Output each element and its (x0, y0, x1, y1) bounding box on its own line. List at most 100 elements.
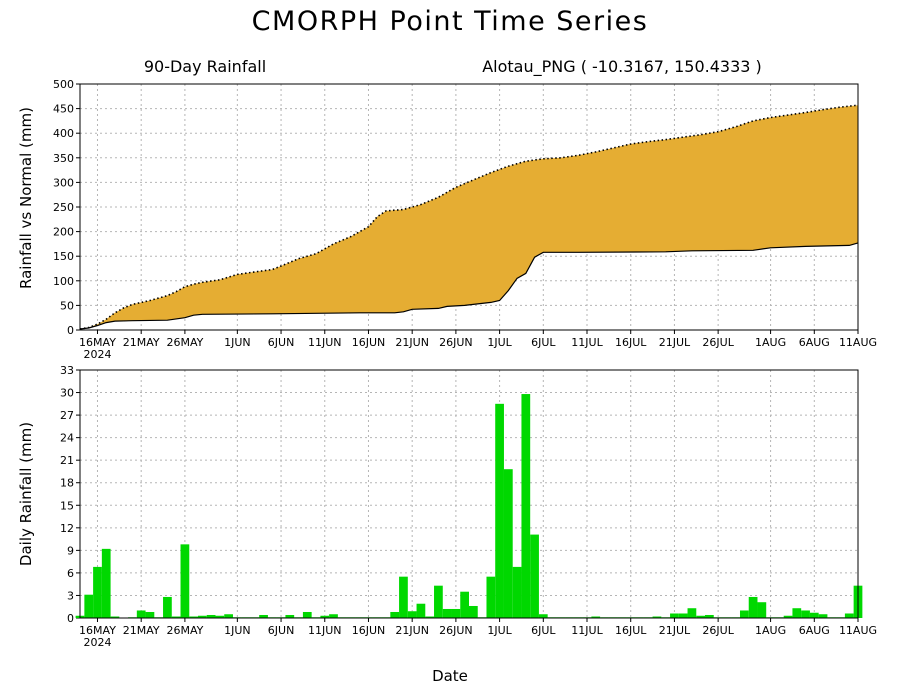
bottom-x-tick-label: 21MAY (123, 624, 160, 637)
bottom-x-tick-label: 6JUN (268, 624, 295, 637)
top-x-tick-label: 26JUL (702, 336, 734, 349)
top-x-tick-label: 16MAY (79, 336, 116, 349)
rain-bar (678, 613, 688, 618)
top-y-tick-label: 200 (53, 226, 74, 239)
rain-bar (521, 394, 531, 618)
rain-bar (416, 603, 426, 618)
rain-bar (530, 534, 539, 618)
rain-bar (670, 613, 679, 618)
top-x-tick-label: 26MAY (166, 336, 203, 349)
subtitle-right: Alotau_PNG ( -10.3167, 150.4333 ) (482, 57, 762, 77)
rain-bar (110, 616, 120, 618)
rain-bar (206, 614, 216, 618)
daily-rainfall-bars (75, 394, 863, 618)
top-x-axis: 16MAY 21MAY 26MAY 1JUN 6JUN 11JUN 16JUN 21JUN 26… (79, 330, 877, 361)
bottom-y-axis: 0 3 6 9 12 15 18 21 24 27 30 33 (60, 364, 80, 625)
top-y-axis-label: Rainfall vs Normal (mm) (17, 107, 35, 289)
bottom-y-tick-label: 9 (67, 544, 74, 557)
bottom-x-axis: 16MAY 21MAY 26MAY 1JUN 6JUN 11JUN 16JUN 21JUN 26… (79, 618, 877, 649)
top-x-tick-label: 6AUG (799, 336, 830, 349)
bottom-x-tick-label: 1AUG (755, 624, 786, 637)
top-x-tick-label: 1AUG (755, 336, 786, 349)
top-y-tick-label: 350 (53, 152, 74, 165)
rain-bar (407, 611, 417, 618)
top-x-tick-label: 26JUN (439, 336, 473, 349)
bottom-x-tick-label: 21JUL (659, 624, 691, 637)
series-line-upper (79, 104, 859, 330)
cumulative-rainfall-panel: 0 50 100 150 200 250 300 350 400 450 500 Rainfall v… (17, 78, 877, 361)
rain-bar (198, 615, 207, 618)
bottom-x-tick-label: 26MAY (166, 624, 203, 637)
rain-bar (425, 616, 435, 618)
rain-bar (180, 544, 190, 618)
rain-bar (705, 614, 714, 618)
bottom-y-tick-label: 6 (67, 567, 74, 580)
x-axis-label: Date (432, 667, 468, 685)
rain-bar (320, 615, 330, 618)
bottom-year-label: 2024 (83, 636, 111, 649)
top-y-tick-label: 50 (60, 299, 74, 312)
rain-bar (285, 614, 295, 618)
bottom-x-tick-label: 6JUL (531, 624, 556, 637)
bottom-x-tick-label: 1JUN (224, 624, 251, 637)
bottom-y-tick-label: 15 (60, 499, 74, 512)
bottom-x-tick-label: 11JUN (308, 624, 342, 637)
bottom-x-tick-label: 16JUN (352, 624, 386, 637)
bottom-x-tick-label: 11JUL (571, 624, 603, 637)
rain-bar (801, 610, 810, 618)
rain-bar (792, 608, 802, 618)
bottom-y-tick-label: 33 (60, 364, 74, 377)
rain-bar (136, 610, 146, 618)
top-x-tick-label: 16JUL (615, 336, 647, 349)
top-x-tick-label: 6JUN (268, 336, 295, 349)
bottom-x-tick-label: 26JUL (702, 624, 734, 637)
rain-bar (101, 548, 111, 618)
rain-bar (171, 616, 181, 618)
series-line-lower (79, 242, 859, 330)
rain-bar (538, 614, 548, 618)
rain-bar (748, 596, 758, 618)
bottom-y-tick-label: 18 (60, 477, 74, 490)
top-y-tick-label: 400 (53, 127, 74, 140)
rain-bar (84, 594, 94, 618)
top-y-tick-label: 0 (67, 324, 74, 337)
subtitle-left: 90-Day Rainfall (144, 57, 266, 76)
rain-bar (503, 469, 513, 618)
top-y-tick-label: 500 (53, 78, 74, 91)
rain-bar (434, 585, 443, 618)
bottom-y-tick-label: 30 (60, 387, 74, 400)
bottom-x-tick-label: 26JUN (439, 624, 473, 637)
top-x-tick-label: 1JUN (224, 336, 251, 349)
top-y-tick-label: 450 (53, 103, 74, 116)
rain-bar (469, 605, 478, 618)
rain-bar (302, 611, 312, 618)
bottom-x-tick-label: 16MAY (79, 624, 116, 637)
rain-bar (687, 608, 697, 618)
bottom-x-tick-label: 1JUL (487, 624, 512, 637)
bottom-x-tick-label: 16JUL (615, 624, 647, 637)
bottom-y-tick-label: 27 (60, 409, 74, 422)
rain-bar (739, 610, 749, 618)
top-y-tick-label: 150 (53, 250, 74, 263)
rain-bar (329, 614, 338, 618)
rain-bar (652, 616, 662, 618)
top-x-tick-label: 6JUL (531, 336, 556, 349)
bottom-x-tick-label: 6AUG (799, 624, 830, 637)
rain-bar (818, 614, 828, 618)
rain-bar (93, 566, 102, 618)
rain-bar (390, 611, 400, 618)
rain-bar (224, 614, 233, 618)
rain-bar (783, 615, 793, 618)
rain-bar (163, 596, 172, 618)
rain-bar (809, 612, 819, 618)
rain-bar (399, 576, 408, 618)
bottom-y-tick-label: 12 (60, 522, 74, 535)
top-y-tick-label: 300 (53, 176, 74, 189)
top-plot-frame (79, 83, 859, 331)
rain-bar (460, 591, 469, 618)
rain-bar (495, 403, 504, 618)
top-year-label: 2024 (83, 348, 111, 361)
top-x-tick-label: 11JUL (571, 336, 603, 349)
bottom-y-tick-label: 21 (60, 454, 74, 467)
